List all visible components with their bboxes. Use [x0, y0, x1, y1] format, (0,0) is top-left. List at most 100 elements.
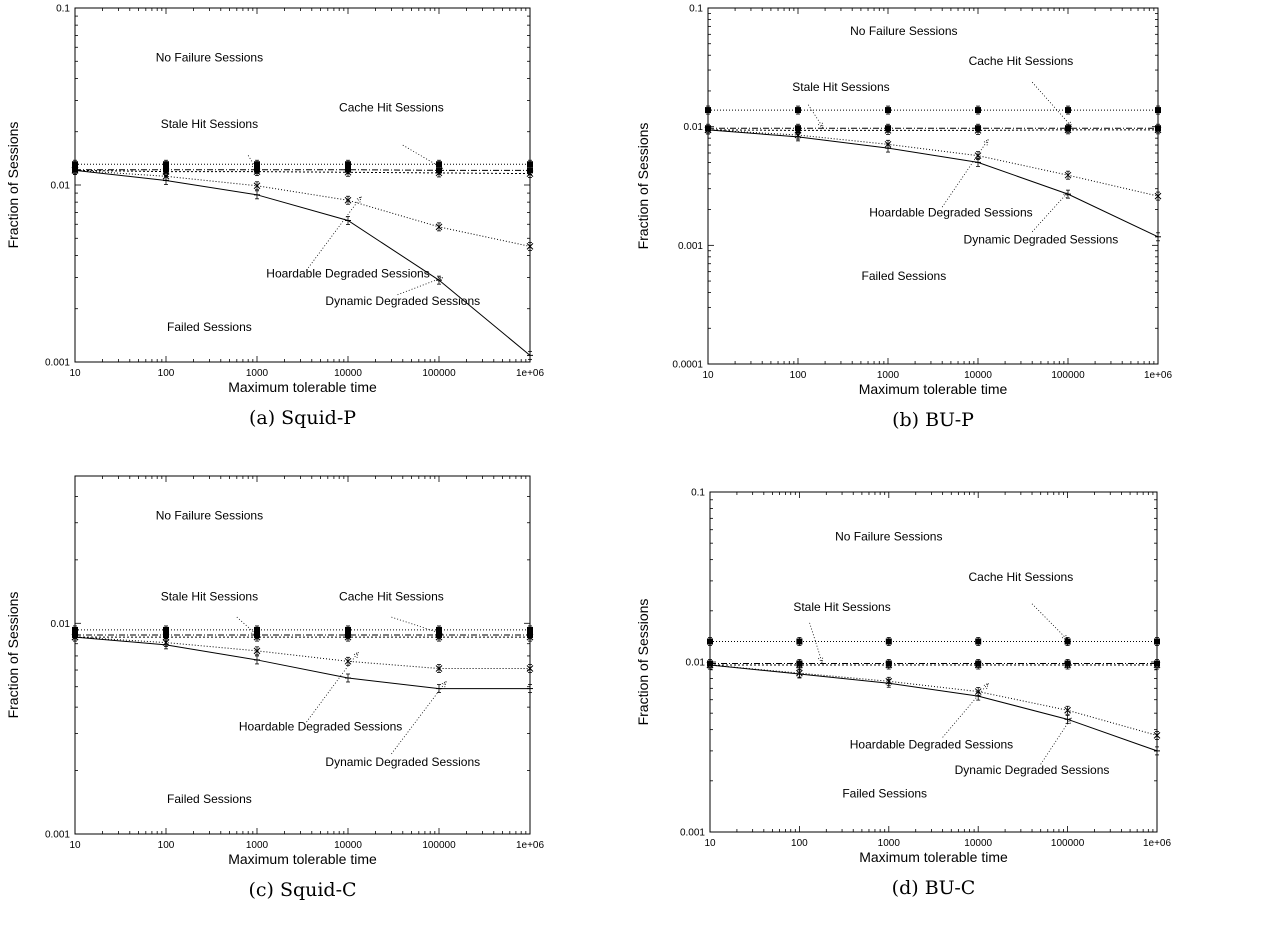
chart-d-point-cache	[707, 637, 713, 646]
chart-b-annotation-label: Dynamic Degraded Sessions	[964, 232, 1119, 246]
chart-c-point-dynamic	[526, 664, 534, 673]
chart-d-annotation-arrow	[942, 682, 990, 738]
chart-d-point-cache	[1154, 637, 1160, 646]
chart-d-x-tick-label: 10	[704, 838, 716, 849]
chart-d-point-failed	[1064, 714, 1071, 724]
chart-d-series-dynamic	[709, 664, 1158, 736]
panel-a: 10 100 1000 10000 100000 1e+06 0.001 0.01 0.1 Max…	[0, 0, 630, 468]
chart-b-series-dynamic	[707, 129, 1159, 197]
chart-b-annotation-label: Stale Hit Sessions	[792, 80, 889, 94]
chart-d-series-failed	[709, 664, 1158, 752]
chart-c-point-dynamic	[435, 664, 443, 673]
chart-c-point-hoard	[435, 632, 443, 642]
chart-a-point-hoard	[435, 168, 443, 178]
chart-b-point-cache	[885, 105, 891, 115]
chart-b-point-cache	[1065, 105, 1071, 115]
chart-d-point-hoard	[974, 660, 982, 670]
chart-d-point-hoard	[1153, 660, 1161, 670]
panel-d: 10 100 1000 10000 100000 1e+06 0.001 0.01 0.1 Max…	[630, 468, 1263, 936]
chart-c-y-tick-label: 0.001	[45, 830, 70, 841]
chart-b-point-cache	[975, 105, 981, 115]
chart-b-point-failed	[885, 143, 891, 153]
chart-a-x-tick-label: 1000	[246, 368, 269, 379]
chart-c-x-tick-label: 100	[158, 840, 175, 851]
chart-a-annotation-label: No Failure Sessions	[156, 50, 263, 64]
chart-c-point-dynamic	[344, 656, 352, 666]
chart-d-x-tick-label: 1e+06	[1143, 838, 1172, 849]
chart-c-x-tick-label: 100000	[422, 840, 456, 851]
chart-b-point-dynamic	[1154, 191, 1162, 201]
chart-d-annotation-label: Hoardable Degraded Sessions	[850, 737, 1013, 751]
chart-a-x-tick-label: 100	[158, 368, 175, 379]
chart-b-point-cache	[705, 105, 711, 115]
chart-a-point-failed	[163, 176, 169, 185]
chart-a-point-dynamic	[344, 195, 352, 205]
chart-c-point-failed	[345, 673, 351, 683]
chart-a: 10 100 1000 10000 100000 1e+06 0.001 0.01 0.1 Max…	[5, 4, 544, 430]
chart-d-point-cache	[975, 637, 982, 646]
chart-b-annotation-label: Failed Sessions	[861, 269, 946, 283]
chart-b-point-cache	[795, 105, 801, 115]
chart-b-x-tick-label: 10	[702, 370, 714, 381]
chart-c-annotation-label: Cache Hit Sessions	[339, 590, 444, 604]
chart-b-point-failed	[1065, 189, 1071, 199]
chart-b-annotation-label: Cache Hit Sessions	[969, 54, 1074, 68]
chart-b-point-failed	[795, 132, 801, 142]
chart-d-annotation-arrow	[1040, 716, 1072, 765]
chart-d-x-axis-title: Maximum tolerable time	[859, 849, 1008, 865]
chart-b-annotation-arrow	[807, 104, 824, 129]
chart-d-annotation-label: Stale Hit Sessions	[793, 600, 890, 614]
chart-d-point-dynamic	[1153, 731, 1161, 740]
chart-a-x-tick-label: 10000	[334, 368, 362, 379]
chart-c-annotation-label: Dynamic Degraded Sessions	[325, 755, 480, 769]
chart-a-point-failed	[345, 216, 351, 225]
chart-b-y-tick-label: 0.01	[684, 122, 704, 133]
chart-a-point-failed	[254, 190, 260, 200]
chart-c-annotation-label: No Failure Sessions	[156, 509, 263, 523]
chart-b-series-hoard	[707, 129, 1158, 131]
chart-d-annotation-arrow	[1031, 603, 1069, 641]
chart-b-y-tick-label: 0.001	[678, 241, 703, 252]
chart-a-annotation-arrow	[306, 195, 362, 271]
chart-b-point-failed	[1155, 232, 1161, 242]
chart-c-x-tick-label: 10000	[334, 840, 362, 851]
panel-b: 10 100 1000 10000 100000 1e+06 0.0001 0.001 0.01…	[630, 0, 1263, 468]
chart-a-point-dynamic	[526, 241, 534, 251]
chart-d-point-hoard	[885, 660, 893, 670]
chart-c-point-failed	[527, 684, 533, 693]
chart-b-y-tick-label: 0.0001	[672, 360, 703, 371]
chart-a-y-axis-title: Fraction of Sessions	[5, 122, 21, 249]
chart-c-annotation-label: Failed Sessions	[167, 792, 252, 806]
chart-c-annotation-label: Stale Hit Sessions	[161, 590, 258, 604]
chart-a-annotation-label: Dynamic Degraded Sessions	[325, 294, 480, 308]
chart-b-x-tick-label: 10000	[964, 370, 992, 381]
chart-d-point-failed	[796, 669, 803, 679]
chart-c-series-dynamic	[74, 636, 530, 670]
chart-a-point-hoard	[526, 169, 534, 178]
panel-c: 10 100 1000 10000 100000 1e+06 0.001 0.01 Maximu…	[0, 468, 630, 936]
chart-a-annotation-arrow	[402, 144, 444, 169]
chart-c-series-failed	[74, 636, 530, 690]
chart-a-point-dynamic	[253, 181, 261, 191]
chart-b: 10 100 1000 10000 100000 1e+06 0.0001 0.001 0.01…	[635, 4, 1172, 432]
chart-d-point-hoard	[1064, 660, 1071, 670]
chart-b-y-axis-title: Fraction of Sessions	[635, 123, 651, 250]
chart-b-annotation-label: No Failure Sessions	[850, 24, 957, 38]
chart-b-y-tick-label: 0.1	[689, 4, 703, 15]
chart-c-annotation-arrow	[391, 616, 444, 635]
chart-c-point-failed	[254, 655, 260, 665]
chart-d-y-tick-label: 0.1	[691, 488, 705, 499]
chart-a-y-tick-label: 0.01	[51, 181, 71, 192]
chart-b-point-dynamic	[1064, 170, 1072, 180]
chart-a-caption: (a) Squid-P	[249, 407, 356, 429]
chart-c-frame	[74, 475, 531, 835]
chart-d-annotation-label: Dynamic Degraded Sessions	[955, 763, 1110, 777]
chart-c-x-tick-label: 10	[69, 840, 81, 851]
chart-a-annotation-label: Hoardable Degraded Sessions	[266, 267, 429, 281]
chart-b-x-tick-label: 100000	[1051, 370, 1085, 381]
chart-c-annotation-arrow	[306, 651, 359, 723]
chart-a-point-failed	[527, 350, 533, 360]
chart-b-annotation-arrow	[941, 138, 989, 208]
chart-b-x-axis-title: Maximum tolerable time	[859, 381, 1008, 397]
chart-b-point-dynamic	[974, 151, 982, 161]
